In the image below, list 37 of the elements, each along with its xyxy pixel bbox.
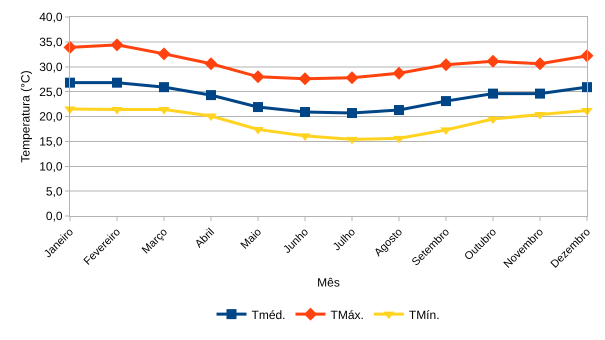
point (253, 102, 263, 112)
legend-label: TMáx. (330, 308, 364, 322)
y-tick-label: 5,0 (46, 184, 63, 198)
point (486, 54, 500, 68)
y-tick-label: 35,0 (39, 35, 63, 50)
y-tick-label: 20,0 (39, 110, 63, 124)
point (347, 108, 357, 118)
point (252, 70, 264, 84)
legend-label: Tméd. (252, 308, 286, 322)
y-tick-label: 10,0 (39, 159, 63, 174)
point (159, 82, 169, 92)
point (535, 88, 545, 99)
legend-label: TMín. (408, 308, 440, 322)
point (441, 96, 451, 106)
point (298, 72, 312, 86)
x-axis-title: Mês (317, 275, 340, 290)
point (206, 90, 216, 100)
point (112, 78, 122, 88)
y-tick-label: 25,0 (39, 84, 63, 99)
point (440, 58, 452, 72)
point (300, 107, 310, 118)
point (394, 105, 404, 116)
point (488, 88, 498, 99)
y-tick-label: 0,0 (46, 209, 63, 224)
point (392, 66, 406, 80)
y-tick-label: 30,0 (39, 60, 63, 74)
point (346, 71, 358, 84)
y-tick-label: 40,0 (39, 10, 63, 24)
y-tick-label: 15,0 (39, 134, 63, 149)
point (534, 57, 546, 70)
point (110, 38, 124, 52)
point (582, 82, 592, 92)
y-axis-title: Temperatura (°C) (18, 70, 33, 163)
point (64, 40, 76, 54)
point (204, 57, 218, 70)
point (65, 78, 75, 88)
point (158, 47, 170, 60)
